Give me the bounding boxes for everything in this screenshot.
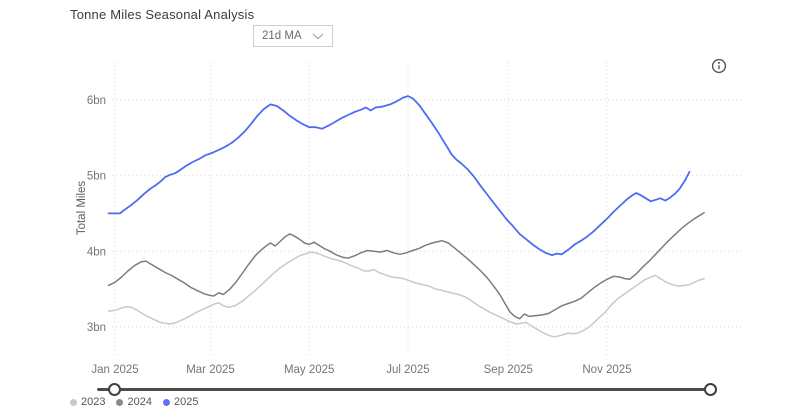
legend-dot-2025 bbox=[162, 398, 170, 406]
chart-title: Tonne Miles Seasonal Analysis bbox=[70, 7, 255, 22]
chart-legend: 2023 2024 2025 bbox=[70, 396, 198, 408]
y-axis-tick-label: 5bn bbox=[87, 171, 106, 183]
chevron-down-icon bbox=[312, 33, 324, 39]
x-axis-tick-label: Jan 2025 bbox=[91, 364, 138, 376]
x-axis-tick-label: May 2025 bbox=[284, 364, 335, 376]
series-line-2024[interactable] bbox=[107, 211, 705, 320]
slider-handle-left[interactable] bbox=[107, 383, 121, 396]
x-axis-tick-label: Sep 2025 bbox=[484, 364, 533, 376]
slider-track[interactable] bbox=[97, 388, 710, 391]
legend-label: 2025 bbox=[173, 396, 199, 408]
x-axis-tick-label: Nov 2025 bbox=[582, 364, 631, 376]
legend-item-2025[interactable]: 2025 bbox=[162, 396, 199, 408]
legend-label: 2024 bbox=[127, 396, 152, 408]
series-line-2023[interactable] bbox=[107, 251, 705, 338]
ma-period-value: 21d MA bbox=[262, 30, 302, 42]
legend-item-2024[interactable]: 2024 bbox=[116, 396, 152, 408]
legend-item-2023[interactable]: 2023 bbox=[70, 396, 105, 408]
x-axis-tick-label: Mar 2025 bbox=[186, 364, 235, 376]
info-icon[interactable] bbox=[711, 58, 727, 74]
ma-period-dropdown[interactable]: 21d MA bbox=[253, 25, 333, 47]
slider-handle-right[interactable] bbox=[703, 383, 717, 396]
legend-label: 2023 bbox=[81, 396, 106, 408]
y-axis-tick-label: 4bn bbox=[87, 246, 106, 258]
legend-dot-2023 bbox=[70, 398, 77, 406]
x-axis-tick-label: Jul 2025 bbox=[386, 364, 429, 376]
series-line-2025[interactable] bbox=[107, 95, 691, 256]
legend-dot-2024 bbox=[116, 398, 124, 406]
y-axis-tick-label: 6bn bbox=[87, 95, 106, 107]
info-circle-glyph bbox=[711, 58, 727, 74]
y-axis-tick-label: 3bn bbox=[87, 322, 106, 334]
